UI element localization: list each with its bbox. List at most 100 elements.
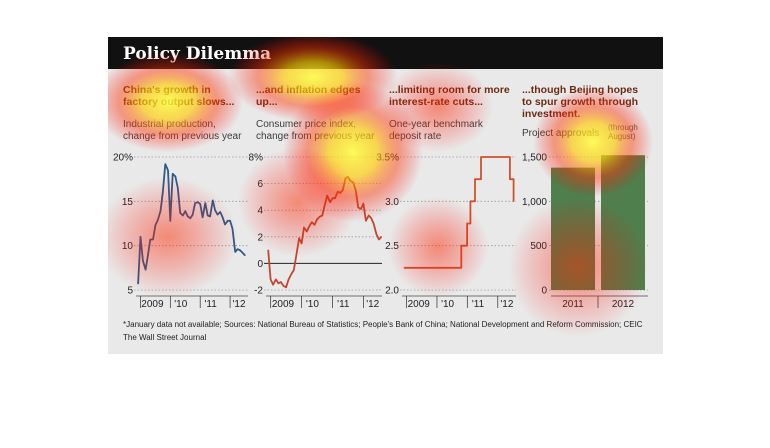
y-tick-label: 1,000 xyxy=(522,197,547,208)
data-point xyxy=(329,201,331,203)
data-point xyxy=(342,189,344,191)
data-point xyxy=(239,249,241,251)
x-tick-label: '12 xyxy=(233,299,246,310)
data-point xyxy=(272,284,274,286)
x-tick-label: 2009 xyxy=(141,299,164,310)
data-point xyxy=(189,217,191,219)
data-point xyxy=(321,214,323,217)
data-point xyxy=(270,278,272,280)
data-point xyxy=(436,267,438,269)
data-point xyxy=(344,177,347,179)
data-point xyxy=(177,187,179,189)
data-point xyxy=(512,178,515,180)
data-point xyxy=(290,273,292,275)
data-point xyxy=(234,251,236,253)
y-tick-label: 4 xyxy=(257,206,263,217)
y-tick-label: 3.0 xyxy=(385,197,399,208)
data-point xyxy=(142,260,144,262)
series-line xyxy=(404,156,515,269)
data-point xyxy=(164,163,166,165)
data-point xyxy=(216,214,219,216)
x-tick-label: '12 xyxy=(500,299,513,310)
data-point xyxy=(428,267,430,269)
y-tick-label: 500 xyxy=(530,241,547,252)
data-point xyxy=(459,267,461,269)
x-tick-label: 2012 xyxy=(612,299,635,310)
source-text: *January data not available; Sources: Na… xyxy=(123,320,643,329)
data-point xyxy=(357,206,359,209)
data-point xyxy=(212,199,214,202)
credit-text: The Wall Street Journal xyxy=(123,333,207,342)
data-point xyxy=(360,208,362,210)
data-point xyxy=(469,222,471,225)
data-point xyxy=(460,267,462,269)
data-point xyxy=(326,194,328,197)
data-point xyxy=(368,214,370,217)
y-tick-label: 3.5% xyxy=(376,153,399,164)
y-tick-label: -2 xyxy=(254,286,263,297)
data-point xyxy=(182,214,184,217)
data-point xyxy=(147,254,149,257)
data-point xyxy=(349,180,352,182)
data-point xyxy=(485,156,487,158)
data-point xyxy=(222,216,224,218)
data-point xyxy=(224,223,226,225)
y-tick-label: 2.0 xyxy=(385,286,399,297)
data-point xyxy=(380,236,382,238)
data-point xyxy=(287,278,290,280)
data-point xyxy=(207,214,209,217)
bar xyxy=(551,167,595,290)
data-point xyxy=(227,220,229,222)
data-point xyxy=(209,215,211,218)
data-point xyxy=(337,190,339,193)
data-point xyxy=(480,156,482,158)
data-point xyxy=(509,156,511,158)
y-tick-label: 8% xyxy=(249,153,264,164)
data-point xyxy=(275,278,277,280)
data-point xyxy=(298,237,300,239)
data-point xyxy=(236,248,239,250)
y-tick-label: 2 xyxy=(257,232,263,243)
data-point xyxy=(219,211,221,213)
data-point xyxy=(509,178,511,180)
data-point xyxy=(480,178,482,180)
series-line xyxy=(267,176,383,289)
data-point xyxy=(285,286,287,288)
data-point xyxy=(167,169,169,171)
x-tick-label: '11 xyxy=(337,299,350,310)
y-tick-label: 0 xyxy=(257,259,263,270)
data-point xyxy=(466,245,468,247)
data-point xyxy=(197,201,199,203)
data-point xyxy=(308,225,310,227)
data-point xyxy=(512,200,515,202)
data-point xyxy=(370,217,372,219)
data-point xyxy=(179,212,181,214)
data-point xyxy=(474,200,476,202)
data-point xyxy=(194,202,196,204)
data-point xyxy=(229,220,231,222)
data-point xyxy=(300,242,303,245)
data-point xyxy=(154,224,157,226)
data-point xyxy=(373,222,375,225)
bar xyxy=(601,155,645,290)
data-point xyxy=(152,238,154,241)
y-tick-label: 5 xyxy=(127,286,133,297)
data-point xyxy=(214,209,216,211)
data-point xyxy=(172,173,174,175)
x-tick-label: '11 xyxy=(205,299,218,310)
data-point xyxy=(283,285,285,287)
data-point xyxy=(162,190,164,193)
x-tick-label: 2009 xyxy=(408,299,431,310)
data-point xyxy=(295,254,297,257)
data-point xyxy=(187,215,189,218)
x-tick-label: 2009 xyxy=(272,299,295,310)
x-tick-label: '11 xyxy=(472,299,485,310)
series-line xyxy=(137,163,246,284)
data-point xyxy=(460,245,462,247)
infographic: Policy Dilemma China's growth in factory… xyxy=(108,37,663,354)
data-point xyxy=(204,202,206,204)
x-tick-label: '10 xyxy=(441,299,454,310)
y-tick-label: 10 xyxy=(122,241,134,252)
data-point xyxy=(316,218,318,221)
data-point xyxy=(174,175,177,178)
